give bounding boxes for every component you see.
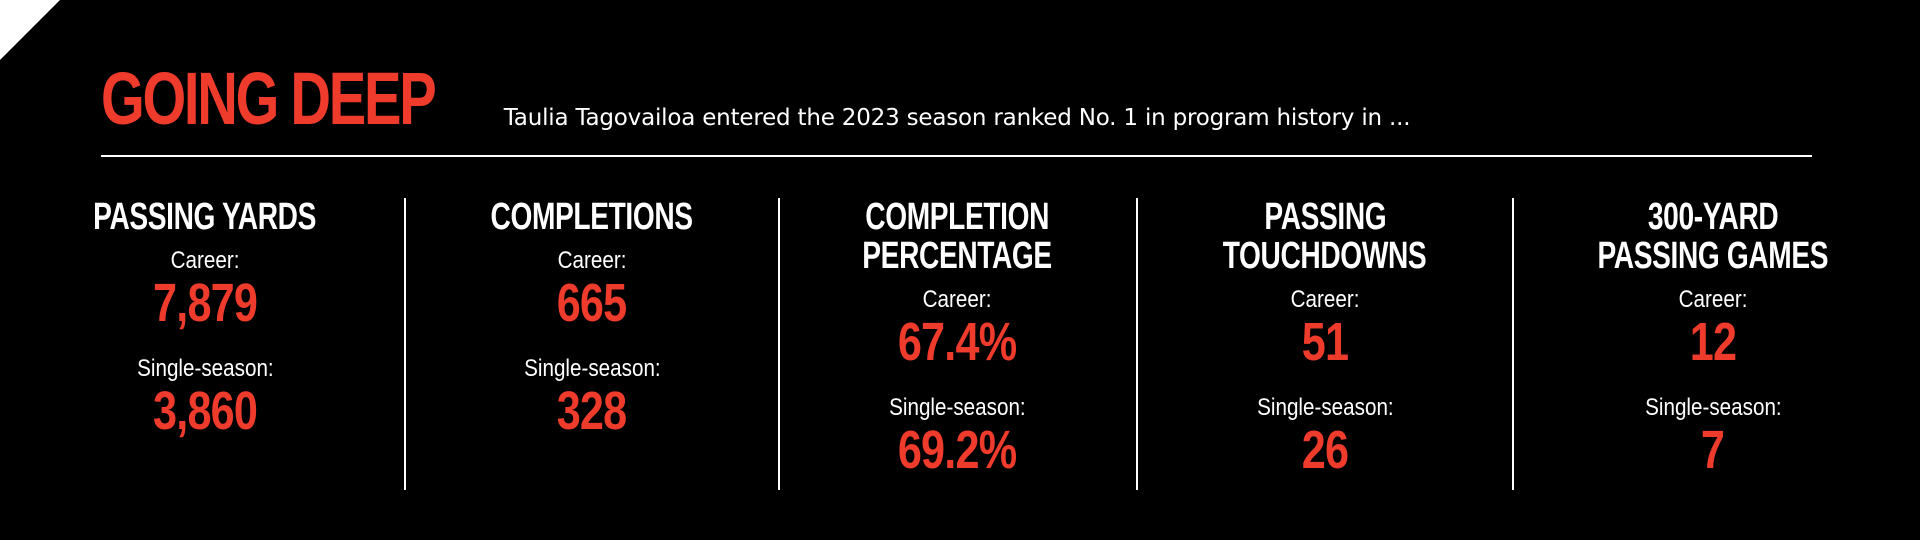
stat-passing-touchdowns: PASSING TOUCHDOWNS Career: 51 Single-sea… [1160,196,1490,480]
stat-label: TOUCHDOWNS [1223,235,1427,277]
career-label: Career: [557,247,627,274]
column-divider [1136,198,1138,490]
stats-row: PASSING YARDS Career: 7,879 Single-seaso… [0,198,1920,490]
single-season-label: Single-season: [888,394,1026,421]
column-divider [778,198,780,490]
column-divider [404,198,406,490]
career-value: 12 [1689,312,1737,372]
page-title: GOING DEEP [101,57,437,140]
single-season-value: 69.2% [897,420,1017,480]
corner-accent [0,0,60,60]
career-value: 7,879 [152,273,258,333]
header-divider [101,155,1812,157]
career-label: Career: [1678,286,1748,313]
single-season-value: 26 [1301,420,1349,480]
header: GOING DEEP Taulia Tagovailoa entered the… [101,56,1411,140]
single-season-value: 7 [1701,420,1725,480]
career-label: Career: [170,247,240,274]
single-season-label: Single-season: [523,355,661,382]
single-season-value: 3,860 [152,381,258,441]
stat-label: PASSING GAMES [1597,235,1829,277]
single-season-label: Single-season: [1644,394,1782,421]
stat-label: COMPLETION [865,196,1049,238]
single-season-label: Single-season: [136,355,274,382]
stat-label: PASSING YARDS [93,196,317,238]
stat-label: PERCENTAGE [862,235,1052,277]
stat-passing-yards: PASSING YARDS Career: 7,879 Single-seaso… [40,196,370,441]
career-label: Career: [1290,286,1360,313]
single-season-label: Single-season: [1256,394,1394,421]
career-value: 665 [557,273,627,333]
stat-label: COMPLETIONS [490,196,694,238]
single-season-value: 328 [557,381,627,441]
career-value: 51 [1301,312,1349,372]
stat-label: PASSING [1264,196,1386,238]
stat-label: 300-YARD [1647,196,1779,238]
stat-completions: COMPLETIONS Career: 665 Single-season: 3… [427,196,757,441]
column-divider [1512,198,1514,490]
career-label: Career: [922,286,992,313]
career-value: 67.4% [897,312,1017,372]
page-subtitle: Taulia Tagovailoa entered the 2023 seaso… [503,105,1411,131]
stat-completion-percentage: COMPLETION PERCENTAGE Career: 67.4% Sing… [792,196,1122,480]
stat-300-yard-games: 300-YARD PASSING GAMES Career: 12 Single… [1548,196,1878,480]
